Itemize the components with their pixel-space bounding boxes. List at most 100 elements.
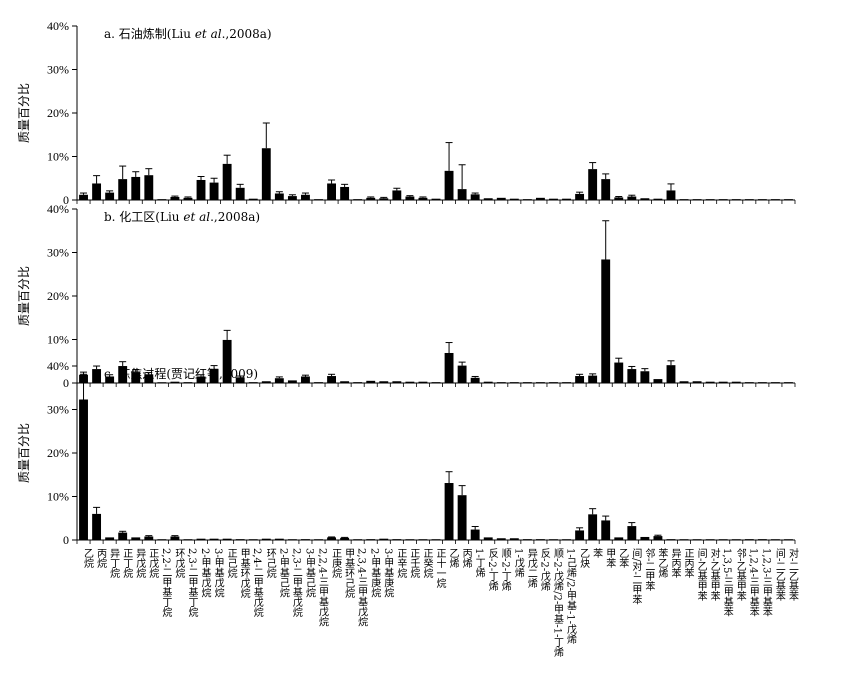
y-tick-label: 20% bbox=[47, 446, 69, 460]
bar bbox=[653, 536, 663, 540]
bar bbox=[314, 382, 323, 383]
bar bbox=[157, 539, 167, 540]
bar bbox=[340, 186, 350, 200]
bar bbox=[483, 537, 493, 540]
bar bbox=[340, 381, 350, 383]
bar bbox=[509, 538, 519, 540]
x-tick-label: 2-甲基己烷 bbox=[277, 548, 289, 599]
bar bbox=[705, 539, 715, 540]
panel-title-suffix: .,2008a) bbox=[210, 210, 260, 224]
bar bbox=[549, 198, 558, 200]
bar bbox=[718, 381, 728, 383]
bar bbox=[105, 376, 115, 383]
bar bbox=[770, 382, 780, 383]
panel-b: 0 10% 20% 30% 40% 质量百分比 b. 化工区(Liu et al.,2008… bbox=[17, 202, 796, 390]
bar bbox=[196, 376, 206, 383]
bar bbox=[575, 376, 585, 383]
bar bbox=[301, 539, 310, 540]
bar bbox=[666, 539, 676, 540]
x-tick-label: 1,2,4-三甲基苯 bbox=[747, 548, 759, 617]
bar bbox=[170, 536, 180, 540]
bar bbox=[535, 539, 545, 540]
bar bbox=[274, 538, 284, 540]
panel-title-text: b. 化工区(Liu bbox=[104, 210, 183, 224]
bar bbox=[105, 537, 115, 540]
bar bbox=[679, 539, 689, 540]
bar bbox=[118, 179, 128, 200]
bar bbox=[640, 371, 650, 383]
bar bbox=[744, 382, 754, 383]
bar bbox=[235, 539, 245, 540]
bar bbox=[509, 382, 519, 383]
x-tick-label: 正丁烷 bbox=[121, 548, 133, 579]
bar bbox=[392, 381, 402, 383]
bar bbox=[431, 539, 441, 540]
bar bbox=[640, 536, 650, 540]
bar bbox=[431, 198, 441, 200]
bar bbox=[327, 183, 337, 200]
x-tick-label: 2,2-二甲基丁烷 bbox=[160, 548, 172, 618]
bar bbox=[418, 197, 428, 200]
x-tick-label: 甲苯 bbox=[604, 548, 616, 568]
panel-title: a. 石油炼制(Liu et al.,2008a) bbox=[104, 26, 272, 41]
bar bbox=[757, 199, 767, 200]
bar bbox=[653, 198, 663, 200]
bar bbox=[640, 198, 650, 200]
x-tick-label: 2,3-二甲基戊烷 bbox=[290, 548, 302, 618]
bar bbox=[653, 379, 663, 383]
x-tick-label: 间/对-二甲苯 bbox=[630, 547, 642, 605]
bar bbox=[535, 197, 545, 200]
x-tick-label: 正十一烷 bbox=[434, 548, 446, 589]
bar bbox=[770, 539, 780, 540]
bar bbox=[496, 382, 506, 383]
bar bbox=[287, 380, 297, 383]
x-tick-label: 1-戊烯 bbox=[512, 548, 524, 579]
bar bbox=[353, 382, 363, 383]
x-tick-label: 2,4-二甲基戊烷 bbox=[251, 548, 263, 618]
bar bbox=[588, 169, 598, 200]
bar bbox=[705, 381, 715, 383]
bar bbox=[470, 529, 480, 540]
x-tick-label: 反-2-戊烯 bbox=[538, 548, 550, 592]
x-tick-label: 正庚烷 bbox=[330, 548, 342, 579]
x-tick-label: 正壬烷 bbox=[408, 548, 420, 579]
x-tick-label: 2-甲基戊烷 bbox=[199, 548, 211, 599]
bar bbox=[483, 198, 493, 200]
x-tick-label: 2,3-二甲基丁烷 bbox=[186, 548, 198, 618]
bar bbox=[301, 194, 310, 200]
x-tick-label: 1,2,3-三甲基苯 bbox=[760, 548, 772, 617]
bar bbox=[235, 187, 245, 200]
bar bbox=[183, 382, 193, 383]
bar bbox=[405, 539, 415, 540]
bar bbox=[718, 199, 728, 200]
bar bbox=[601, 179, 611, 200]
x-tick-label: 反-2-丁烯 bbox=[486, 548, 498, 592]
x-tick-label: 环己烷 bbox=[264, 548, 276, 579]
y-tick-label: 20% bbox=[47, 106, 69, 120]
x-tick-label: 对-二乙基苯 bbox=[786, 547, 798, 602]
bar bbox=[366, 197, 376, 200]
bar bbox=[261, 538, 271, 540]
bar bbox=[588, 514, 598, 540]
y-tick-label: 30% bbox=[47, 63, 69, 77]
x-tick-label: 异戊二烯 bbox=[525, 548, 537, 589]
bar bbox=[522, 199, 532, 200]
panel-title-text: c. 炼焦过程(贾记红等,2009) bbox=[104, 366, 258, 381]
y-tick-label: 10% bbox=[47, 333, 69, 347]
bar bbox=[562, 198, 571, 200]
bar bbox=[92, 513, 102, 540]
bar bbox=[222, 339, 232, 383]
bar bbox=[405, 196, 415, 200]
bar bbox=[118, 532, 128, 540]
bar bbox=[196, 538, 206, 540]
panel-title: c. 炼焦过程(贾记红等,2009) bbox=[104, 366, 258, 381]
bar bbox=[79, 194, 88, 200]
bar bbox=[92, 183, 102, 200]
bar bbox=[157, 199, 167, 200]
bar bbox=[627, 526, 637, 540]
y-tick-label: 40% bbox=[47, 202, 69, 216]
bar bbox=[614, 537, 624, 540]
bar bbox=[601, 520, 611, 540]
bar bbox=[744, 199, 754, 200]
